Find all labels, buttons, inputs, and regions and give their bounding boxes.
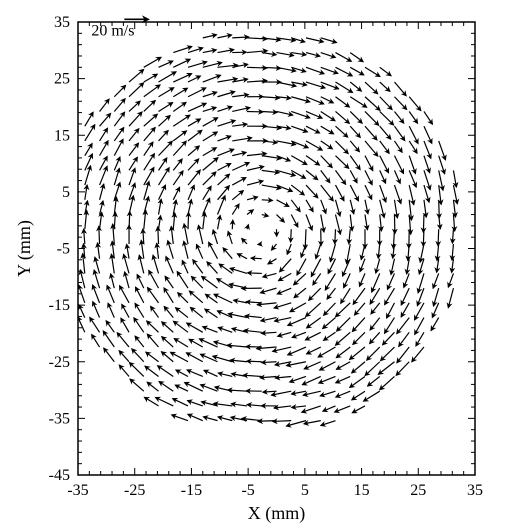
vector-arrow <box>305 229 306 249</box>
vector-arrow <box>423 215 424 233</box>
vector-arrow <box>158 227 159 244</box>
plot-background <box>0 0 513 530</box>
y-tick-label: -35 <box>49 410 70 427</box>
vector-arrow <box>188 213 189 230</box>
vector-arrow <box>247 361 262 362</box>
y-tick-label: 15 <box>54 127 70 144</box>
y-tick-label: -25 <box>49 354 70 371</box>
x-tick-label: 35 <box>467 482 483 499</box>
y-tick-label: 25 <box>54 71 70 88</box>
x-tick-label: -5 <box>241 482 254 499</box>
vector-arrow <box>438 229 439 245</box>
y-tick-label: -5 <box>57 241 70 258</box>
y-tick-label: 5 <box>62 184 70 201</box>
vector-arrow <box>248 273 262 274</box>
vector-arrow <box>273 421 291 422</box>
y-tick-label: 35 <box>54 14 70 31</box>
y-axis-label: Y (mm) <box>14 220 35 277</box>
x-axis-label: X (mm) <box>248 503 306 524</box>
x-tick-label: 25 <box>410 482 426 499</box>
x-tick-label: -15 <box>181 482 202 499</box>
y-tick-label: -45 <box>49 467 70 484</box>
vector-arrow <box>335 229 336 243</box>
vector-arrow <box>232 220 233 229</box>
vector-arrow <box>291 229 292 242</box>
x-tick-label: -35 <box>67 482 88 499</box>
x-tick-label: 15 <box>354 482 370 499</box>
plot-svg: -35-25-15-55152535-45-35-25-15-55152535X… <box>0 0 513 530</box>
x-tick-label: -25 <box>124 482 145 499</box>
vector-arrow <box>262 362 277 363</box>
legend-label: 20 m/s <box>91 22 134 39</box>
vector-arrow <box>251 258 262 259</box>
vector-field-chart: -35-25-15-55152535-45-35-25-15-55152535X… <box>0 0 513 530</box>
vector-arrow <box>262 200 273 201</box>
x-tick-label: 5 <box>301 482 309 499</box>
y-tick-label: -15 <box>49 297 70 314</box>
vector-arrow <box>439 200 440 218</box>
